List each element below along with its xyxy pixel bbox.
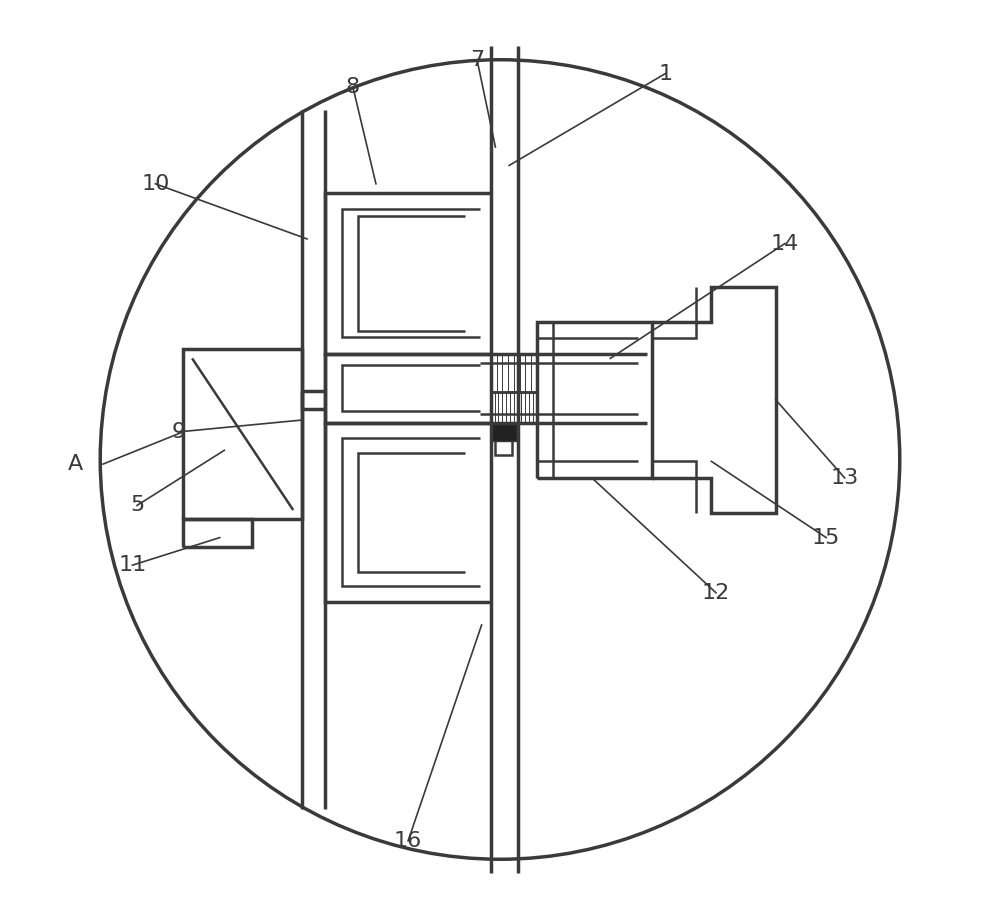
Text: 1: 1	[658, 63, 672, 84]
Text: 14: 14	[771, 233, 799, 254]
Text: 8: 8	[346, 77, 360, 97]
Text: 5: 5	[130, 495, 144, 516]
Bar	[491, 423, 517, 441]
Text: 7: 7	[470, 50, 484, 70]
Text: 13: 13	[830, 468, 859, 488]
Text: 10: 10	[141, 174, 170, 194]
Text: 15: 15	[812, 528, 840, 548]
Text: A: A	[68, 454, 83, 474]
Text: 11: 11	[118, 555, 147, 575]
Text: 12: 12	[702, 583, 730, 603]
Text: 9: 9	[171, 422, 185, 442]
Text: 16: 16	[394, 831, 422, 851]
